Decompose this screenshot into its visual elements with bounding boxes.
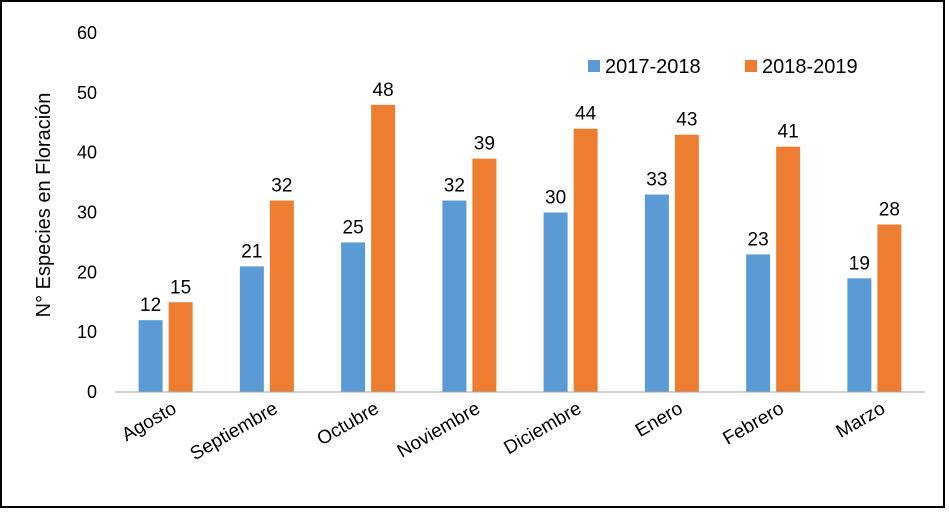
y-tick-label: 0 xyxy=(87,382,97,402)
data-label: 21 xyxy=(241,241,262,262)
category-labels: Agosto Septiembre Octubre Noviembre Diciembr… xyxy=(118,398,888,465)
y-tick-label: 60 xyxy=(77,23,97,43)
category-label: Septiembre xyxy=(187,398,282,465)
legend: 2017-2018 2018-2019 xyxy=(588,56,858,78)
data-label: 48 xyxy=(373,80,394,101)
data-label: 44 xyxy=(575,104,597,125)
y-tick-label: 50 xyxy=(77,83,97,103)
data-label: 39 xyxy=(474,134,495,155)
data-label: 23 xyxy=(748,229,769,250)
y-tick-label: 40 xyxy=(77,143,97,163)
data-label: 41 xyxy=(778,122,799,143)
y-tick-label: 30 xyxy=(77,203,97,223)
y-axis-ticks: 0 10 20 30 40 50 60 xyxy=(77,23,97,402)
bar-2017-2018-Agosto xyxy=(138,320,163,392)
data-labels: 12 15 21 32 25 48 32 39 30 44 33 43 23 41 19 28 xyxy=(140,80,900,316)
bar-2018-2019-Enero xyxy=(674,134,699,392)
data-label: 28 xyxy=(879,199,900,220)
bar-2018-2019-Febrero xyxy=(776,146,801,392)
bar-2017-2018-Septiembre xyxy=(239,266,264,392)
category-label: Febrero xyxy=(720,398,788,449)
category-label: Enero xyxy=(632,398,686,442)
data-label: 19 xyxy=(849,253,870,274)
data-label: 32 xyxy=(444,176,465,197)
category-label: Octubre xyxy=(314,398,383,450)
bar-2018-2019-Septiembre xyxy=(269,200,294,392)
bar-2018-2019-Octubre xyxy=(371,104,396,393)
bar-2017-2018-Diciembre xyxy=(543,212,568,392)
data-label: 33 xyxy=(646,170,667,191)
bars xyxy=(138,104,902,393)
legend-swatch xyxy=(588,60,600,72)
legend-label: 2018-2019 xyxy=(762,56,858,78)
bar-2017-2018-Enero xyxy=(644,194,669,392)
legend-label: 2017-2018 xyxy=(605,56,701,78)
data-label: 25 xyxy=(343,217,364,238)
data-label: 15 xyxy=(170,277,191,298)
category-label: Agosto xyxy=(118,398,180,446)
y-tick-label: 20 xyxy=(77,262,97,282)
bar-2017-2018-Febrero xyxy=(746,254,771,392)
bar-2017-2018-Noviembre xyxy=(442,200,467,392)
bar-2017-2018-Octubre xyxy=(341,242,366,392)
category-label: Diciembre xyxy=(501,398,586,459)
bar-2018-2019-Noviembre xyxy=(472,158,497,392)
data-label: 12 xyxy=(140,295,161,316)
legend-swatch xyxy=(745,60,757,72)
data-label: 30 xyxy=(545,188,566,209)
y-axis-label: N° Especies en Floración xyxy=(33,93,55,318)
bar-2018-2019-Agosto xyxy=(168,302,193,392)
bar-2017-2018-Marzo xyxy=(847,278,872,392)
bar-2018-2019-Marzo xyxy=(877,224,902,392)
category-label: Noviembre xyxy=(394,398,484,462)
category-label: Marzo xyxy=(833,398,889,443)
y-tick-label: 10 xyxy=(77,322,97,342)
data-label: 43 xyxy=(676,110,697,131)
data-label: 32 xyxy=(271,176,292,197)
bar-2018-2019-Diciembre xyxy=(573,128,598,392)
